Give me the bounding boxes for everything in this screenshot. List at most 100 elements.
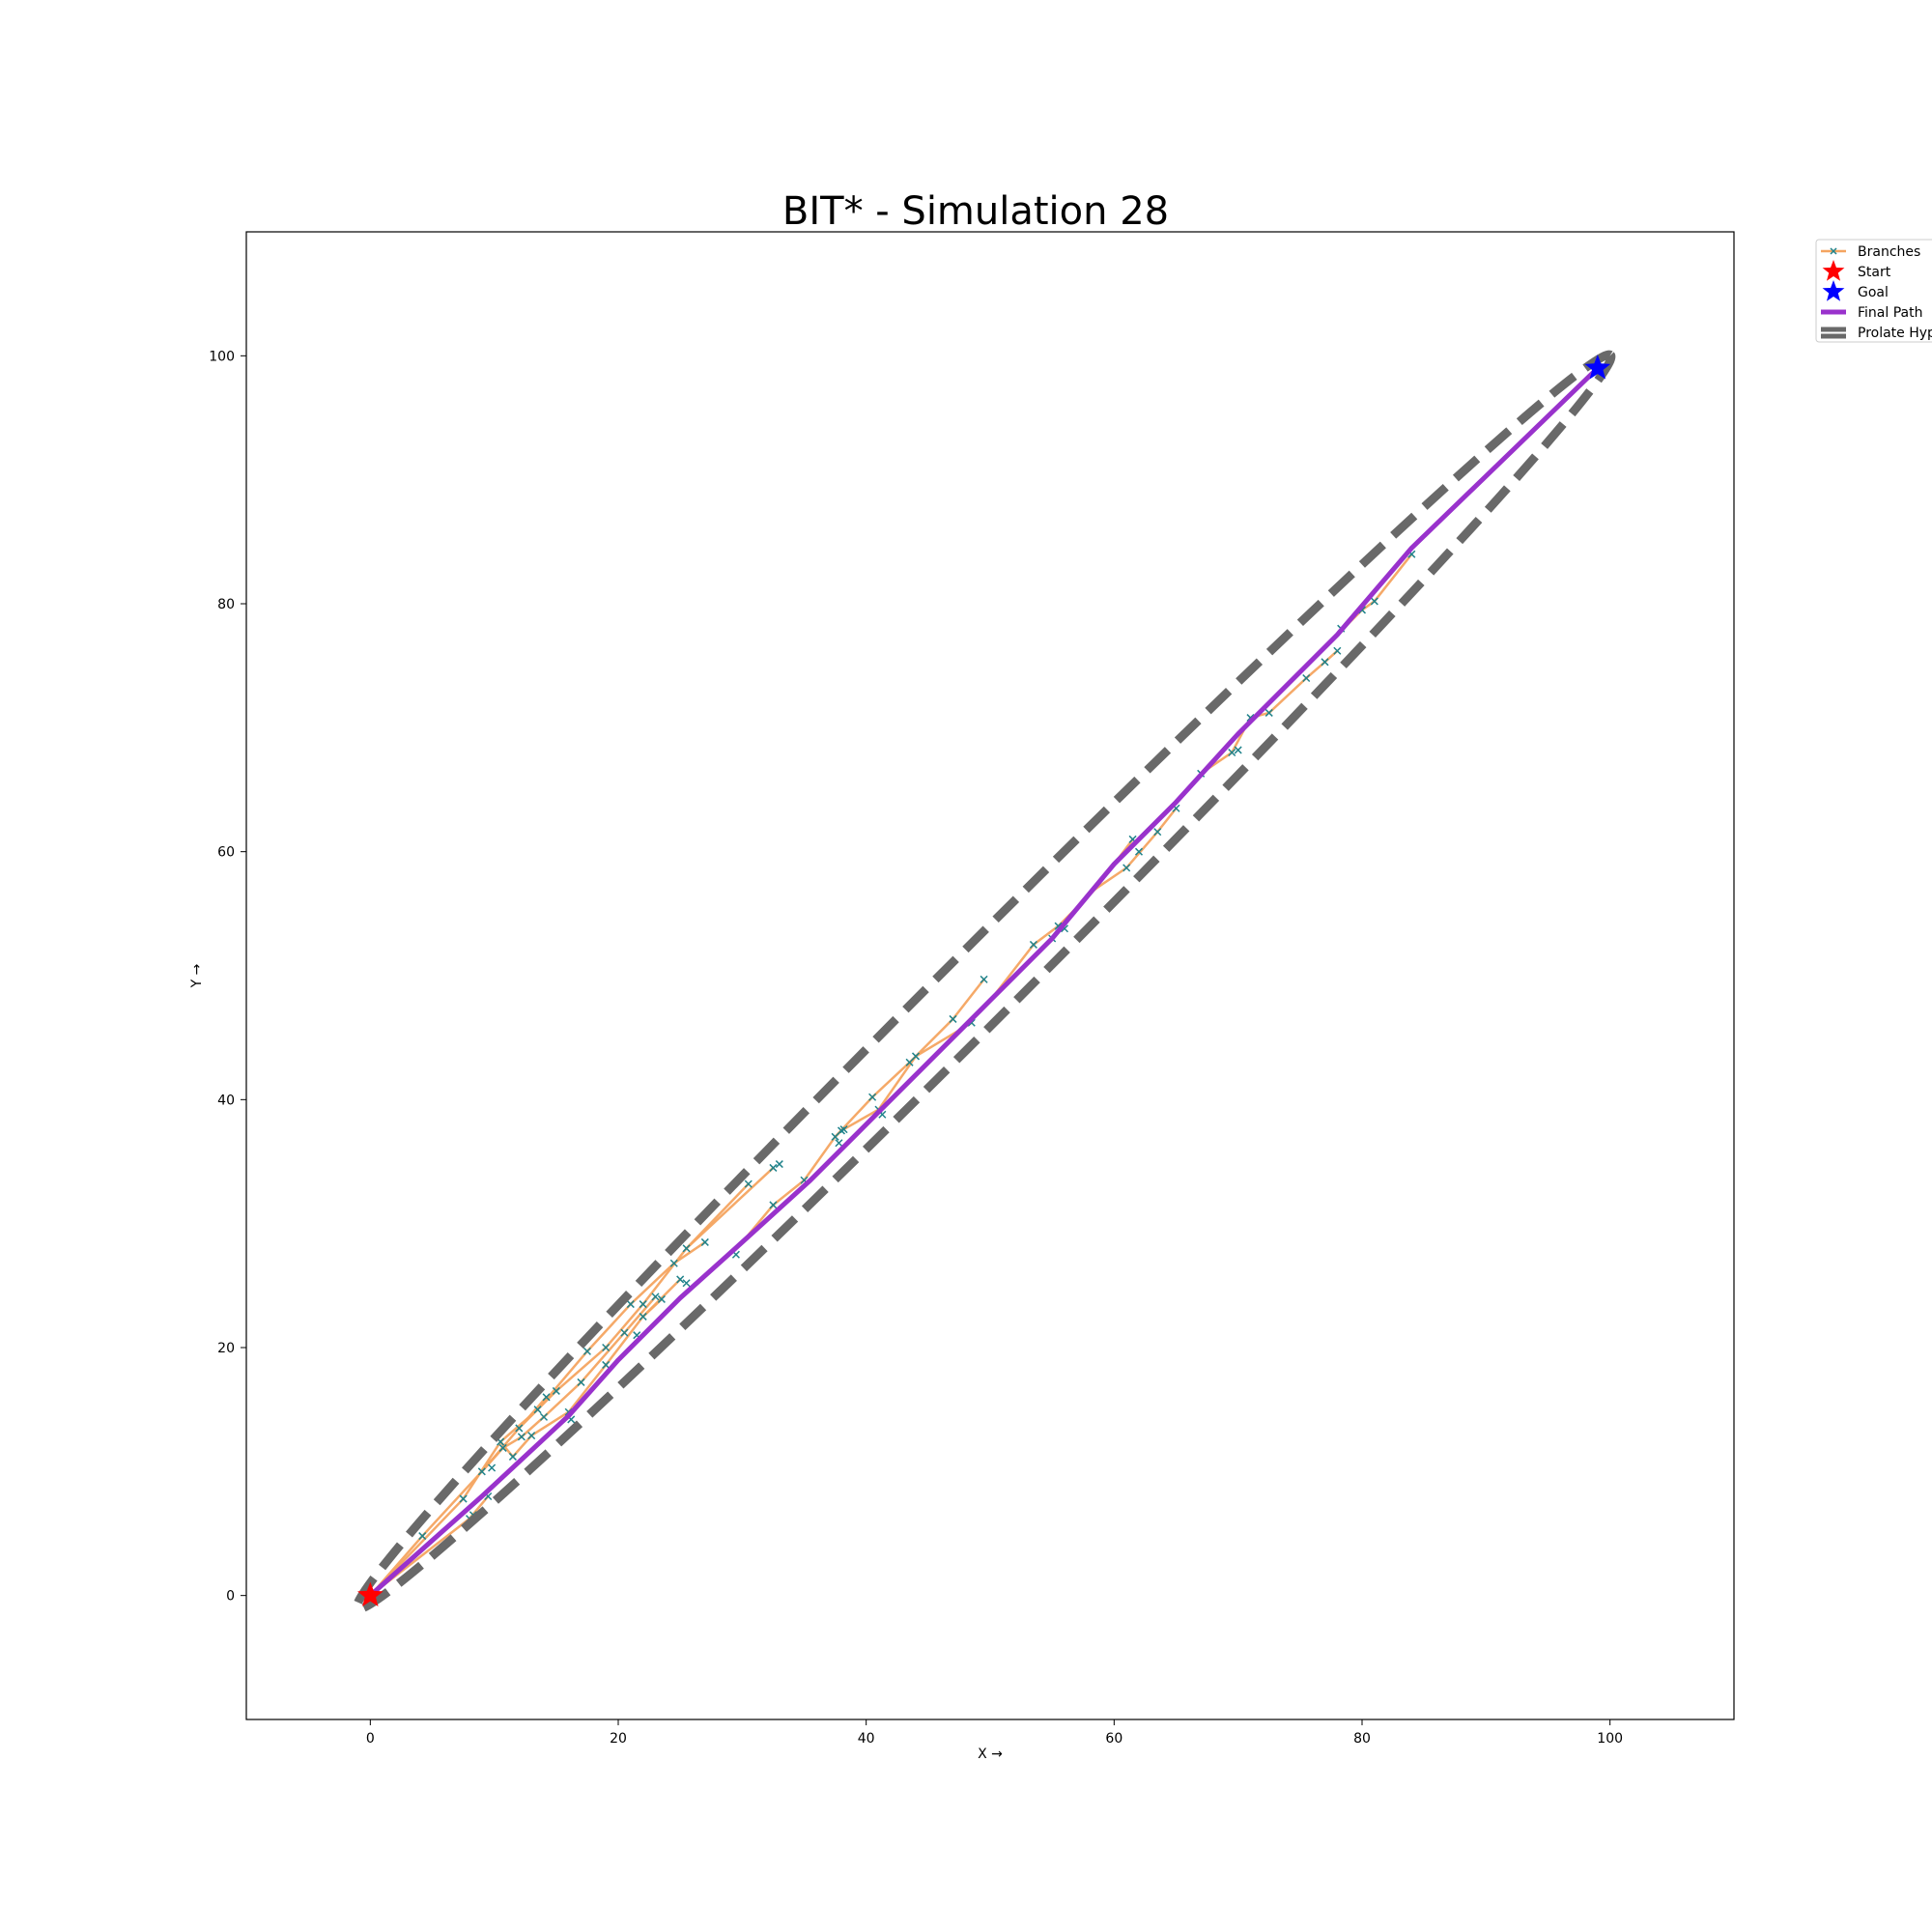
plot-frame	[245, 231, 1735, 1720]
samples-layer	[418, 550, 1416, 1541]
x-tick-label: 60	[1105, 1731, 1122, 1747]
sample-marker	[577, 1378, 585, 1386]
sample-marker	[639, 1300, 647, 1309]
legend-label: Start	[1858, 265, 1891, 280]
y-tick-label: 40	[217, 1093, 235, 1108]
sample-marker	[949, 1014, 957, 1023]
branch-segment	[604, 1315, 644, 1367]
y-tick-label: 80	[217, 597, 235, 612]
legend-label: Goal	[1858, 285, 1889, 300]
branch-segment	[542, 1380, 582, 1419]
sample-marker	[651, 1293, 660, 1301]
sample-marker	[515, 1424, 524, 1433]
start-marker	[357, 1581, 384, 1606]
branch-segment	[1032, 924, 1060, 947]
branch-segment	[803, 1135, 837, 1181]
branch-segment	[480, 1446, 504, 1473]
x-tick-label: 80	[1353, 1731, 1371, 1747]
branch-segment	[536, 1350, 589, 1411]
x-axis-label: X →	[978, 1747, 1003, 1762]
final-path-layer	[367, 365, 1601, 1599]
sample-marker	[682, 1244, 691, 1253]
legend-label: Prolate Hyperspheroid	[1858, 326, 1932, 341]
sample-marker	[657, 1294, 666, 1303]
legend-label: Branches	[1858, 244, 1920, 260]
legend-sample-swatch	[1830, 247, 1837, 255]
sample-marker	[1122, 864, 1131, 872]
sample-marker	[831, 1132, 839, 1141]
sample-marker	[1029, 940, 1037, 949]
x-tick-label: 0	[366, 1731, 375, 1747]
branch-segment	[520, 1415, 546, 1438]
branch-segment	[623, 1295, 657, 1334]
branch-segment	[1094, 867, 1128, 891]
goal-marker	[1584, 355, 1611, 380]
sample-marker	[1228, 748, 1236, 757]
sample-marker	[1153, 828, 1162, 837]
sample-marker	[602, 1343, 611, 1352]
y-tick-label: 20	[217, 1341, 235, 1356]
branch-segment	[518, 1396, 548, 1430]
sample-marker	[626, 1300, 635, 1309]
legend-start-swatch	[1822, 260, 1845, 281]
sample-marker	[533, 1406, 542, 1414]
sample-marker	[517, 1433, 526, 1441]
legend-label: Final Path	[1858, 305, 1922, 321]
sample-marker	[1321, 658, 1329, 667]
sample-marker	[488, 1463, 497, 1472]
sample-marker	[418, 1532, 427, 1541]
branch-segment	[1373, 553, 1413, 603]
branch-segment	[501, 1435, 524, 1450]
plot-area	[352, 350, 1616, 1614]
x-tick-label: 40	[858, 1731, 875, 1747]
sample-marker	[835, 1139, 843, 1148]
sample-marker	[839, 1125, 848, 1134]
sample-marker	[498, 1443, 507, 1452]
branch-segment	[1156, 807, 1178, 834]
x-tick-label: 20	[610, 1731, 627, 1747]
sample-marker	[700, 1237, 709, 1246]
sample-marker	[1370, 597, 1378, 606]
y-tick-label: 100	[209, 349, 235, 364]
x-axis-ticks: 0 20 40 60 80 100	[366, 1719, 1623, 1747]
y-axis-label: Y →	[189, 963, 205, 988]
branches-layer	[369, 553, 1413, 1597]
ellipse-layer	[352, 350, 1616, 1614]
sample-marker	[1134, 847, 1144, 856]
sample-marker	[905, 1058, 914, 1066]
sample-marker	[477, 1467, 486, 1476]
sample-marker	[508, 1452, 517, 1461]
branch-segment	[952, 978, 985, 1021]
branch-segment	[672, 1240, 707, 1264]
branch-segment	[870, 1061, 911, 1099]
sample-marker	[1333, 646, 1342, 655]
legend: Branches Start Goal Final Path Prolate Hyper…	[1815, 239, 1932, 343]
branch-segment	[585, 1302, 633, 1353]
y-axis-ticks: 0 20 40 60 80 100	[209, 349, 246, 1605]
branch-segment	[1124, 830, 1159, 869]
sample-marker	[542, 1393, 551, 1402]
sample-marker	[1234, 746, 1242, 754]
sample-marker	[769, 1163, 778, 1172]
sample-marker	[582, 1347, 591, 1355]
branch-segment	[629, 1262, 675, 1306]
sample-marker	[639, 1312, 647, 1321]
branch-segment	[1267, 676, 1308, 715]
sample-marker	[769, 1201, 778, 1209]
prolate-hyperspheroid	[352, 350, 1616, 1614]
sample-marker	[539, 1412, 549, 1421]
legend-box	[1815, 239, 1932, 343]
branch-segment	[529, 1410, 570, 1437]
branch-segment	[772, 1179, 806, 1207]
branch-segment	[685, 1182, 750, 1250]
sample-marker	[669, 1259, 678, 1267]
y-tick-label: 60	[217, 845, 235, 861]
branch-segment	[604, 1302, 644, 1350]
legend-goal-swatch	[1822, 280, 1845, 301]
sample-marker	[459, 1494, 468, 1503]
final-path-line	[367, 365, 1601, 1599]
branch-segment	[877, 1055, 918, 1111]
sample-marker	[775, 1160, 783, 1169]
sample-marker	[868, 1093, 877, 1101]
